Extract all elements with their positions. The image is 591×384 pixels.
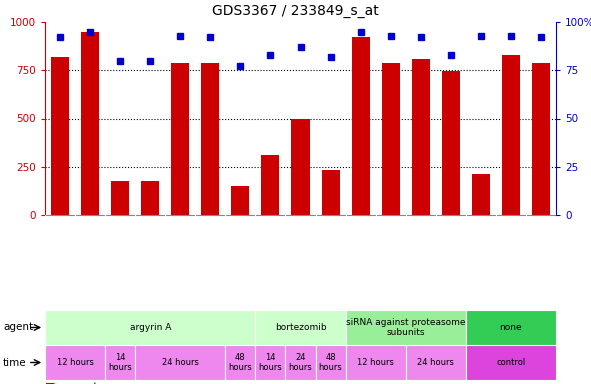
Bar — [261, 155, 280, 215]
Text: bortezomib: bortezomib — [275, 323, 326, 332]
Text: 12 hours: 12 hours — [357, 358, 394, 367]
Bar — [111, 181, 129, 215]
Bar — [502, 55, 520, 215]
Text: agent: agent — [3, 323, 33, 333]
Bar — [346, 345, 405, 380]
Bar — [225, 345, 255, 380]
Bar — [231, 186, 249, 215]
Bar — [442, 71, 460, 215]
Text: ■: ■ — [45, 382, 56, 384]
Text: 24 hours: 24 hours — [417, 358, 454, 367]
Bar — [255, 345, 285, 380]
Bar — [405, 345, 466, 380]
Text: siRNA against proteasome
subunits: siRNA against proteasome subunits — [346, 318, 466, 337]
Bar — [45, 345, 105, 380]
Bar — [171, 63, 189, 215]
Bar — [346, 310, 466, 345]
Bar — [466, 345, 556, 380]
Bar — [382, 63, 400, 215]
Bar — [255, 310, 346, 345]
Bar — [412, 59, 430, 215]
Bar — [316, 345, 346, 380]
Text: 48
hours: 48 hours — [229, 353, 252, 372]
Bar — [51, 57, 69, 215]
Bar — [45, 310, 255, 345]
Text: GSM297805: GSM297805 — [382, 308, 391, 354]
Text: GSM212658: GSM212658 — [111, 308, 120, 354]
Text: none: none — [499, 323, 522, 332]
Text: GSM297801: GSM297801 — [51, 308, 60, 354]
Bar — [291, 119, 310, 215]
Text: 14
hours: 14 hours — [259, 353, 282, 372]
Bar — [466, 310, 556, 345]
Bar — [322, 170, 340, 215]
Text: argyrin A: argyrin A — [129, 323, 171, 332]
Text: GSM297803: GSM297803 — [532, 308, 541, 354]
Bar — [285, 345, 316, 380]
Bar — [352, 38, 369, 215]
Bar — [532, 63, 550, 215]
Text: GSM297806: GSM297806 — [202, 308, 210, 354]
Text: 12 hours: 12 hours — [57, 358, 93, 367]
Text: GSM297804: GSM297804 — [81, 308, 90, 354]
Text: GSM212657: GSM212657 — [322, 308, 330, 354]
Text: GSM297807: GSM297807 — [442, 308, 451, 354]
Text: 24 hours: 24 hours — [162, 358, 199, 367]
Bar — [135, 345, 225, 380]
Text: time: time — [3, 358, 27, 367]
Text: GSM212661: GSM212661 — [502, 308, 511, 354]
Text: count: count — [69, 382, 98, 384]
Bar — [105, 345, 135, 380]
Text: GSM212655: GSM212655 — [261, 308, 271, 354]
Text: control: control — [496, 358, 525, 367]
Bar — [81, 31, 99, 215]
Text: GSM212662: GSM212662 — [352, 308, 361, 354]
Text: 48
hours: 48 hours — [319, 353, 342, 372]
Text: GSM212654: GSM212654 — [472, 308, 481, 354]
Text: GSM297802: GSM297802 — [171, 308, 180, 354]
Text: 24
hours: 24 hours — [288, 353, 313, 372]
Bar — [472, 174, 490, 215]
Bar — [202, 63, 219, 215]
Text: GSM212656: GSM212656 — [291, 308, 300, 354]
Text: GSM212659: GSM212659 — [141, 308, 150, 354]
Text: GDS3367 / 233849_s_at: GDS3367 / 233849_s_at — [212, 4, 379, 18]
Text: 14
hours: 14 hours — [108, 353, 132, 372]
Text: GSM212660: GSM212660 — [232, 308, 241, 354]
Text: GSM212663: GSM212663 — [412, 308, 421, 354]
Bar — [141, 181, 159, 215]
